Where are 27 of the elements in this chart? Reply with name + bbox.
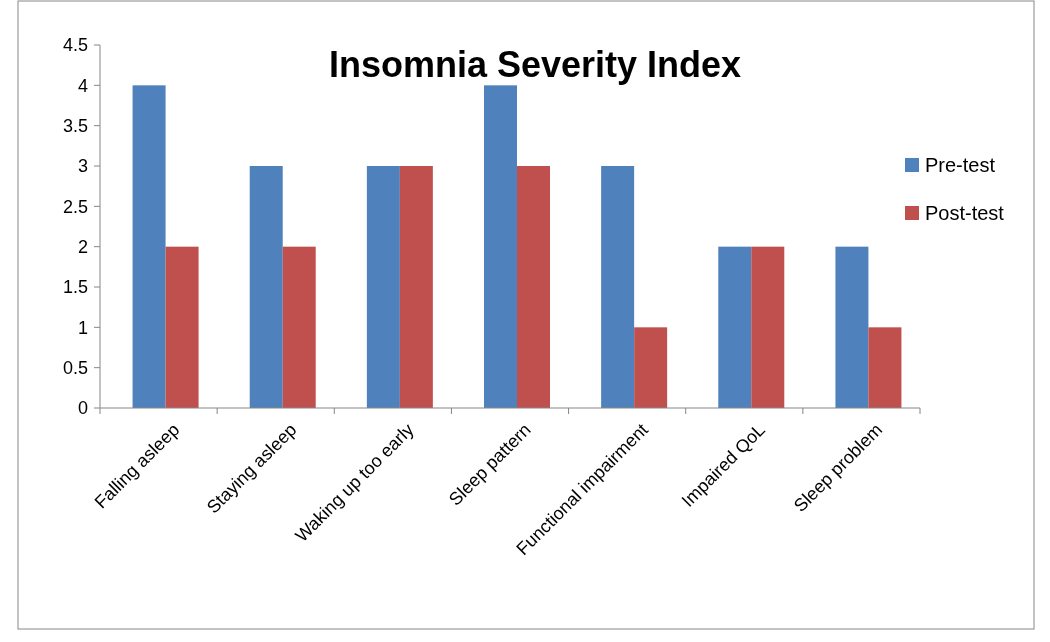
bar bbox=[868, 327, 902, 408]
chart-title: Insomnia Severity Index bbox=[328, 44, 742, 85]
bar bbox=[517, 166, 550, 408]
y-tick-label: 1 bbox=[77, 317, 88, 338]
bar bbox=[601, 166, 635, 408]
bar bbox=[399, 166, 433, 408]
y-tick-label: 3 bbox=[77, 156, 88, 177]
bar bbox=[484, 85, 517, 408]
bar bbox=[835, 246, 869, 408]
y-tick-label: 0 bbox=[77, 398, 88, 419]
y-tick-label: 3.5 bbox=[62, 115, 88, 136]
y-tick-label: 2.5 bbox=[62, 196, 88, 217]
legend-label: Pre-test bbox=[925, 154, 996, 176]
bar bbox=[249, 166, 283, 408]
y-tick-label: 0.5 bbox=[62, 357, 88, 378]
bar bbox=[751, 246, 785, 408]
y-tick-label: 2 bbox=[77, 236, 88, 257]
bar bbox=[132, 85, 166, 408]
y-tick-label: 4.5 bbox=[62, 35, 88, 56]
bar bbox=[366, 166, 400, 408]
bar bbox=[634, 327, 668, 408]
bar bbox=[718, 246, 752, 408]
y-tick-label: 1.5 bbox=[62, 277, 88, 298]
y-tick-label: 4 bbox=[77, 75, 88, 96]
bar bbox=[282, 246, 316, 408]
legend-label: Post-test bbox=[925, 202, 1005, 224]
bar bbox=[165, 246, 199, 408]
